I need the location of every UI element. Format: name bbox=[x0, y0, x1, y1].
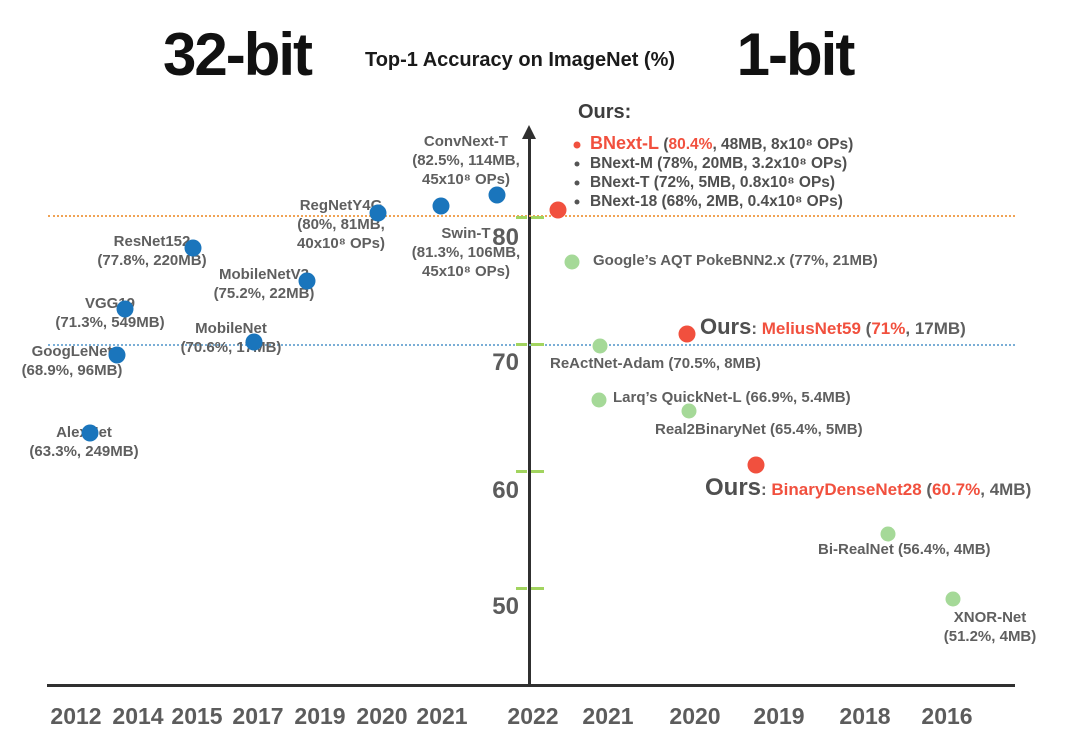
x-label-2022: 2022 bbox=[507, 703, 559, 729]
point-bi-realnet bbox=[880, 526, 896, 542]
callout-meliusnet59: Ours: MeliusNet59 (71%, 17MB) bbox=[700, 314, 966, 339]
label-googlenet: GoogLeNet (68.9%, 96MB) bbox=[21, 343, 123, 379]
x-label-2020: 2020 bbox=[356, 703, 408, 729]
callout-bdn-accuracy: 60.7% bbox=[932, 480, 981, 499]
label-xnor-net: XNOR-Net (51.2%, 4MB) bbox=[943, 609, 1037, 645]
legend-item-bnext-m: BNext-M (78%, 20MB, 3.2x10⁸ OPs) bbox=[590, 155, 848, 172]
y-label-50: 50 bbox=[492, 593, 519, 620]
legend-bnext-l-rest: , 48MB, 8x10⁸ OPs) bbox=[712, 136, 854, 153]
label-real2binarynet: Real2BinaryNet (65.4%, 5MB) bbox=[655, 421, 863, 438]
y-label-80: 80 bbox=[492, 224, 519, 251]
legend-bnext-l-accuracy: 80.4% bbox=[668, 136, 713, 153]
label-resnet152: ResNet152 (77.8%, 220MB) bbox=[97, 233, 207, 269]
point-swin-t bbox=[432, 197, 450, 215]
callout-bdn-ours: Ours bbox=[705, 474, 762, 501]
y-label-70: 70 bbox=[492, 349, 519, 376]
callout-bdn-name: BinaryDenseNet28 bbox=[771, 480, 922, 499]
x-axis-line bbox=[47, 684, 1015, 687]
label-convnext-t: ConvNext-T (82.5%, 114MB, 45x10⁸ OPs) bbox=[412, 133, 520, 188]
x-label-2020-right: 2020 bbox=[669, 703, 721, 729]
callout-melius-accuracy: 71% bbox=[871, 319, 906, 338]
label-mobilenetv3: MobileNetV3 (75.2%, 22MB) bbox=[213, 266, 315, 302]
x-label-2021-right: 2021 bbox=[582, 703, 634, 729]
point-alexnet bbox=[81, 424, 99, 442]
legend-bnext-l-name: BNext-L bbox=[590, 133, 660, 153]
point-bnext-l bbox=[549, 201, 567, 219]
x-label-2012: 2012 bbox=[50, 703, 102, 729]
label-pokebnn: Google’s AQT PokeBNN2.x (77%, 21MB) bbox=[593, 252, 878, 269]
x-label-2018-right: 2018 bbox=[839, 703, 891, 729]
label-reactnet-adam: ReActNet-Adam (70.5%, 8MB) bbox=[550, 355, 761, 372]
x-label-2019-right: 2019 bbox=[753, 703, 805, 729]
legend-item-bnext-l: BNext-L (80.4%, 48MB, 8x10⁸ OPs) bbox=[590, 133, 853, 154]
point-convnext-t bbox=[488, 186, 506, 204]
point-pokebnn bbox=[564, 254, 580, 270]
x-label-2016-right: 2016 bbox=[921, 703, 973, 729]
legend-item-bnext-t: BNext-T (72%, 5MB, 0.8x10⁸ OPs) bbox=[590, 174, 836, 191]
point-xnor-net bbox=[945, 591, 961, 607]
y-tick-50 bbox=[516, 587, 544, 590]
y-tick-60 bbox=[516, 470, 544, 473]
legend-bnext-l-paren: ( bbox=[659, 136, 669, 153]
legend-item-bnext-18: BNext-18 (68%, 2MB, 0.4x10⁸ OPs) bbox=[590, 193, 843, 210]
x-label-2019: 2019 bbox=[294, 703, 346, 729]
right-panel-title: 1-bit bbox=[736, 21, 856, 88]
y-label-60: 60 bbox=[492, 477, 519, 504]
point-binarydensenet28 bbox=[747, 456, 765, 474]
point-googlenet bbox=[108, 346, 126, 364]
y-axis-line bbox=[528, 139, 531, 686]
legend-bullet-bnext-l-icon bbox=[573, 141, 581, 149]
left-panel-title: 32-bit bbox=[162, 21, 313, 88]
x-label-2014: 2014 bbox=[112, 703, 164, 729]
callout-binarydensenet28: Ours: BinaryDenseNet28 (60.7%, 4MB) bbox=[705, 474, 1032, 501]
y-axis-arrow-icon bbox=[522, 125, 536, 139]
point-reactnet-adam bbox=[592, 338, 608, 354]
point-mobilenet bbox=[245, 333, 263, 351]
label-regnety4g: RegNetY4G (80%, 81MB, 40x10⁸ OPs) bbox=[297, 197, 385, 252]
y-tick-80 bbox=[516, 216, 544, 219]
x-label-2015: 2015 bbox=[171, 703, 223, 729]
legend-bullet-bnext-18-icon bbox=[574, 199, 580, 205]
point-vgg19 bbox=[116, 300, 134, 318]
label-bi-realnet: Bi-RealNet (56.4%, 4MB) bbox=[818, 541, 991, 558]
legend-title: Ours: bbox=[578, 101, 632, 123]
y-tick-70 bbox=[516, 343, 544, 346]
label-mobilenet: MobileNet (70.6%, 17MB) bbox=[180, 320, 282, 356]
point-regnety4g bbox=[369, 204, 387, 222]
label-vgg19: VGG19 (71.3%, 549MB) bbox=[55, 295, 165, 331]
callout-melius-ours: Ours bbox=[700, 314, 752, 339]
point-quicknet-l bbox=[591, 392, 607, 408]
point-meliusnet59 bbox=[678, 325, 696, 343]
label-swin-t: Swin-T (81.3%, 106MB, 45x10⁸ OPs) bbox=[411, 225, 521, 280]
label-quicknet-l: Larq’s QuickNet-L (66.9%, 5.4MB) bbox=[613, 389, 851, 406]
callout-melius-name: MeliusNet59 bbox=[761, 319, 861, 338]
legend-bullet-bnext-m-icon bbox=[574, 161, 580, 167]
chart-title: Top-1 Accuracy on ImageNet (%) bbox=[364, 49, 676, 71]
x-label-2017: 2017 bbox=[232, 703, 284, 729]
x-label-2021: 2021 bbox=[416, 703, 468, 729]
point-real2binarynet bbox=[681, 403, 697, 419]
legend-bullet-bnext-t-icon bbox=[574, 180, 580, 186]
point-resnet152 bbox=[184, 239, 202, 257]
point-mobilenetv3 bbox=[298, 272, 316, 290]
